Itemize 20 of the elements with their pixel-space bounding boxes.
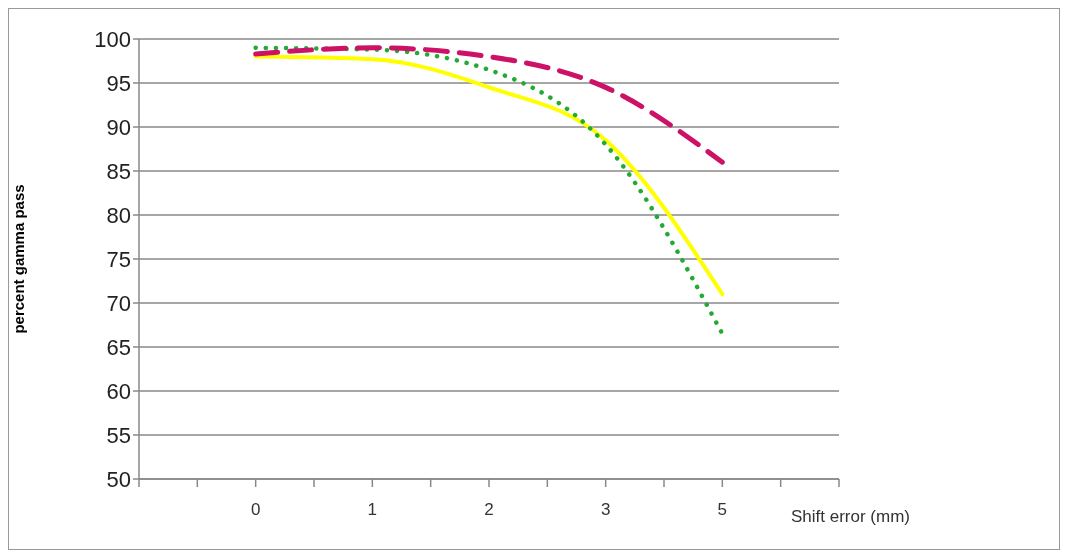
- y-tick-label: 50: [106, 466, 131, 492]
- y-tick-label: 75: [106, 246, 131, 272]
- y-tick-label: 100: [94, 26, 131, 52]
- y-tick-label: 95: [106, 70, 131, 96]
- x-tick-label: 0: [250, 500, 261, 520]
- y-tick-label: 90: [106, 114, 131, 140]
- y-tick-label: 70: [106, 290, 131, 316]
- y-tick-label: 60: [106, 378, 131, 404]
- line-series: [253, 45, 725, 337]
- y-tick-label: 65: [106, 334, 131, 360]
- y-tick-label: 80: [106, 202, 131, 228]
- x-axis-title: Shift error (mm): [791, 507, 910, 527]
- x-tick-label: 3: [600, 500, 611, 520]
- y-axis-title: percent gamma pass: [10, 184, 28, 334]
- line-series: [253, 54, 725, 297]
- x-tick-label: 2: [484, 500, 494, 520]
- x-tick-label: 5: [717, 500, 728, 520]
- y-tick-label: 55: [106, 422, 131, 448]
- y-tick-label: 85: [106, 158, 131, 184]
- x-tick-label: 1: [367, 500, 378, 520]
